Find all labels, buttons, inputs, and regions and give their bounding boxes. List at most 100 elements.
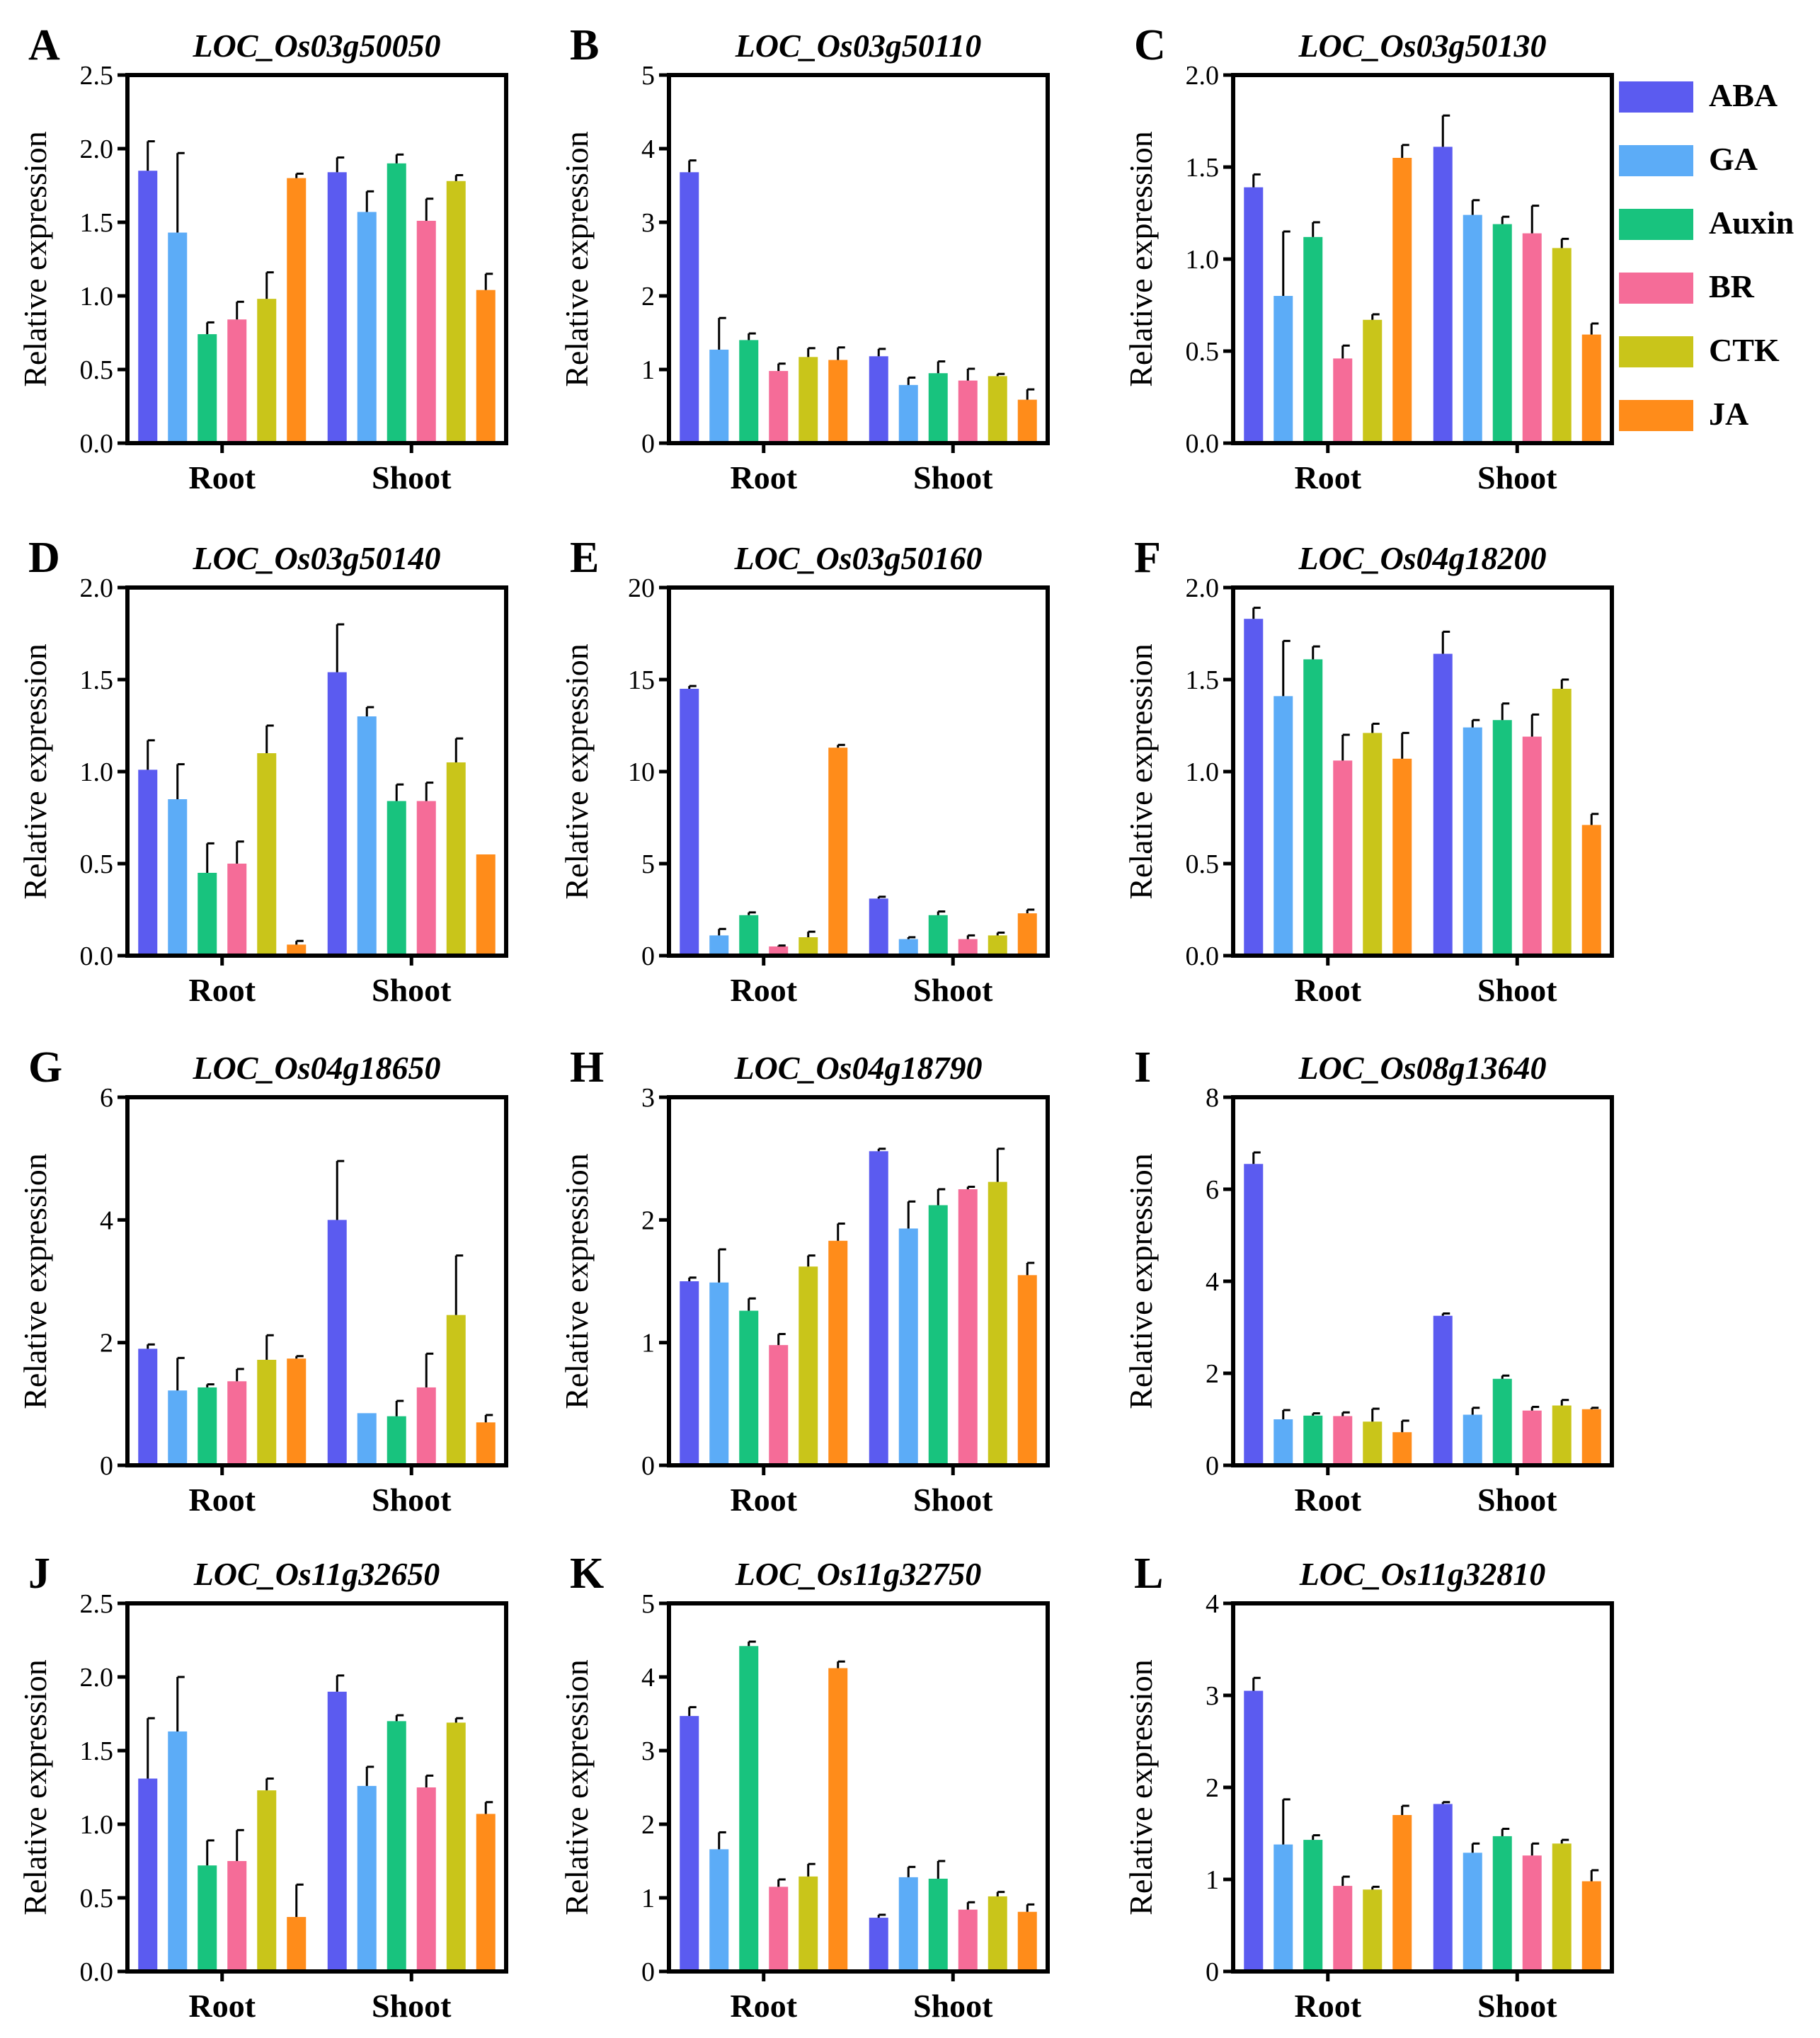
- bar-br-shoot: [1522, 736, 1542, 956]
- y-tick-label: 0.5: [80, 1884, 114, 1913]
- panel-title: LOC_Os04g18200: [1298, 540, 1546, 576]
- panel-letter: B: [570, 21, 599, 69]
- bar-ja-root: [287, 944, 307, 956]
- y-tick-label: 0: [100, 1451, 113, 1481]
- bar-ja-shoot: [1581, 1881, 1601, 1971]
- panel-j: J LOC_Os11g32650 Relative expression 0.0 0.5…: [17, 1550, 508, 2024]
- bar-aba-shoot: [869, 1151, 888, 1465]
- bar-auxin-shoot: [387, 801, 406, 956]
- panel-title: LOC_Os03g50110: [735, 28, 982, 64]
- panel-letter: J: [28, 1550, 50, 1598]
- x-category-label: Root: [188, 459, 256, 496]
- y-tick-label: 2: [641, 282, 655, 311]
- bar-br-shoot: [958, 1189, 978, 1465]
- y-tick-label: 2: [641, 1206, 655, 1235]
- bar-ctk-shoot: [446, 1722, 466, 1971]
- bar-aba-root: [1244, 1164, 1264, 1465]
- bar-br-root: [227, 864, 247, 956]
- bar-ja-root: [1392, 758, 1412, 956]
- bar-ctk-root: [1363, 1421, 1383, 1465]
- bar-ga-root: [168, 1390, 188, 1465]
- y-tick-label: 0.0: [80, 941, 114, 971]
- x-category-label: Root: [1294, 1988, 1361, 2024]
- bar-br-root: [1333, 358, 1353, 443]
- bar-aba-root: [138, 1349, 158, 1465]
- y-tick-label: 1: [641, 355, 655, 385]
- bar-ga-root: [168, 799, 188, 956]
- bar-br-shoot: [958, 939, 978, 956]
- bar-ctk-root: [257, 299, 277, 443]
- x-category-label: Root: [188, 972, 256, 1008]
- bar-ctk-shoot: [1552, 1405, 1572, 1465]
- bar-ga-shoot: [357, 716, 377, 956]
- bar-ga-root: [709, 1282, 729, 1465]
- bar-auxin-shoot: [387, 1721, 406, 1971]
- y-tick-label: 0.0: [80, 1957, 114, 1987]
- legend-label-aba: ABA: [1709, 77, 1778, 113]
- y-tick-label: 4: [1206, 1589, 1219, 1619]
- bar-auxin-shoot: [1492, 224, 1512, 443]
- panel-letter: C: [1134, 21, 1166, 69]
- panel-title: LOC_Os03g50130: [1298, 28, 1546, 64]
- y-axis-title: Relative expression: [559, 131, 595, 387]
- panel-letter: E: [570, 534, 599, 582]
- panel-g: G LOC_Os04g18650 Relative expression 0 2 4 6 Ro…: [17, 1043, 508, 1518]
- bar-ga-shoot: [1463, 1414, 1482, 1465]
- bar-br-shoot: [416, 1387, 436, 1465]
- y-tick-label: 0: [1206, 1451, 1219, 1481]
- bar-ga-root: [1274, 1419, 1293, 1465]
- bar-aba-root: [680, 1716, 699, 1971]
- panel-a: A LOC_Os03g50050 Relative expression 0.0 0.5…: [17, 21, 508, 496]
- plot-frame: [667, 1601, 1050, 1974]
- bar-auxin-shoot: [1492, 720, 1512, 956]
- bar-ctk-shoot: [988, 935, 1007, 956]
- bar-ga-root: [168, 232, 188, 443]
- panel-title: LOC_Os03g50140: [192, 540, 440, 576]
- bar-ja-root: [828, 1668, 848, 1971]
- bar-auxin-shoot: [928, 373, 948, 443]
- legend-swatch-br: [1619, 273, 1693, 304]
- bar-ctk-shoot: [446, 181, 466, 443]
- bar-ja-shoot: [1581, 1409, 1601, 1465]
- bar-br-root: [769, 371, 789, 443]
- y-tick-label: 3: [641, 1736, 655, 1766]
- bar-ctk-root: [799, 1876, 818, 1971]
- bar-ctk-root: [1363, 733, 1383, 956]
- bar-br-root: [227, 319, 247, 443]
- legend-label-auxin: Auxin: [1709, 205, 1794, 241]
- y-tick-label: 2: [641, 1810, 655, 1840]
- bar-ja-shoot: [1581, 334, 1601, 443]
- y-tick-label: 2.0: [80, 1663, 114, 1693]
- panel-letter: I: [1134, 1043, 1151, 1092]
- panel-title: LOC_Os04g18790: [733, 1050, 982, 1086]
- y-tick-label: 2.0: [80, 134, 114, 164]
- x-category-label: Root: [730, 1482, 797, 1518]
- bar-ctk-root: [257, 753, 277, 956]
- y-tick-label: 5: [641, 61, 655, 91]
- bar-auxin-root: [198, 1865, 217, 1971]
- bar-auxin-root: [198, 873, 217, 956]
- y-axis-title: Relative expression: [17, 643, 53, 900]
- y-tick-label: 0.0: [1186, 941, 1220, 971]
- bar-ga-root: [1274, 1844, 1293, 1971]
- y-tick-label: 2.5: [80, 1589, 114, 1619]
- plot-frame: [125, 1095, 508, 1467]
- bar-ctk-root: [799, 1266, 818, 1465]
- y-tick-label: 15: [628, 665, 655, 695]
- panel-c: C LOC_Os03g50130 Relative expression 0.0 0.5…: [1123, 21, 1614, 496]
- bar-auxin-root: [739, 340, 759, 443]
- y-tick-label: 0.0: [80, 429, 114, 459]
- y-tick-label: 1: [1206, 1865, 1219, 1895]
- x-category-label: Shoot: [913, 1988, 993, 2024]
- plot-frame: [1231, 73, 1614, 445]
- legend-label-ctk: CTK: [1709, 332, 1780, 368]
- y-axis-title: Relative expression: [559, 1659, 595, 1916]
- panel-title: LOC_Os08g13640: [1298, 1050, 1546, 1086]
- bar-ja-shoot: [1017, 1275, 1037, 1465]
- y-tick-label: 6: [100, 1083, 113, 1113]
- bar-aba-shoot: [1433, 1804, 1453, 1971]
- bar-ja-shoot: [476, 1422, 496, 1465]
- y-tick-label: 1.0: [80, 757, 114, 787]
- bar-aba-shoot: [1433, 1315, 1453, 1465]
- y-tick-label: 4: [1206, 1267, 1219, 1297]
